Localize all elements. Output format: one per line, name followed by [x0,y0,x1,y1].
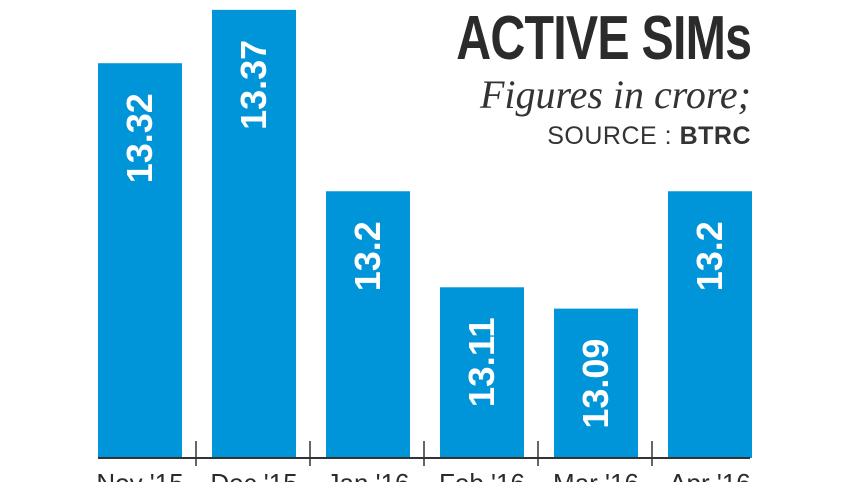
chart-subtitle: Figures in crore; [479,72,751,117]
bar-5 [668,191,752,458]
x-tick-label-1: Dec '15 [210,468,297,482]
bar-3 [440,287,524,458]
chart-title: ACTIVE SIMs [455,4,752,74]
source-name: BTRC [679,122,751,150]
x-tick-label-5: Apr '16 [669,468,751,482]
data-label-3: 13.11 [461,317,502,407]
bar-0 [98,63,182,459]
data-label-0: 13.32 [119,93,160,183]
x-tick-label-0: Nov '15 [96,468,183,482]
chart-title-text: ACTIVE SIMs [455,4,752,73]
data-label-4: 13.09 [575,339,616,429]
source-line: SOURCE : BTRC [547,122,751,151]
bar-1 [212,9,296,459]
source-label: SOURCE : [547,122,673,150]
data-label-5: 13.2 [689,221,730,291]
x-tick-label-4: Mar '16 [553,468,639,482]
bar-2 [326,191,410,458]
data-label-1: 13.37 [233,40,274,130]
data-label-2: 13.2 [347,221,388,291]
x-tick-label-2: Jan '16 [326,468,409,482]
bar-4 [554,308,638,458]
x-tick-label-3: Feb '16 [439,468,525,482]
